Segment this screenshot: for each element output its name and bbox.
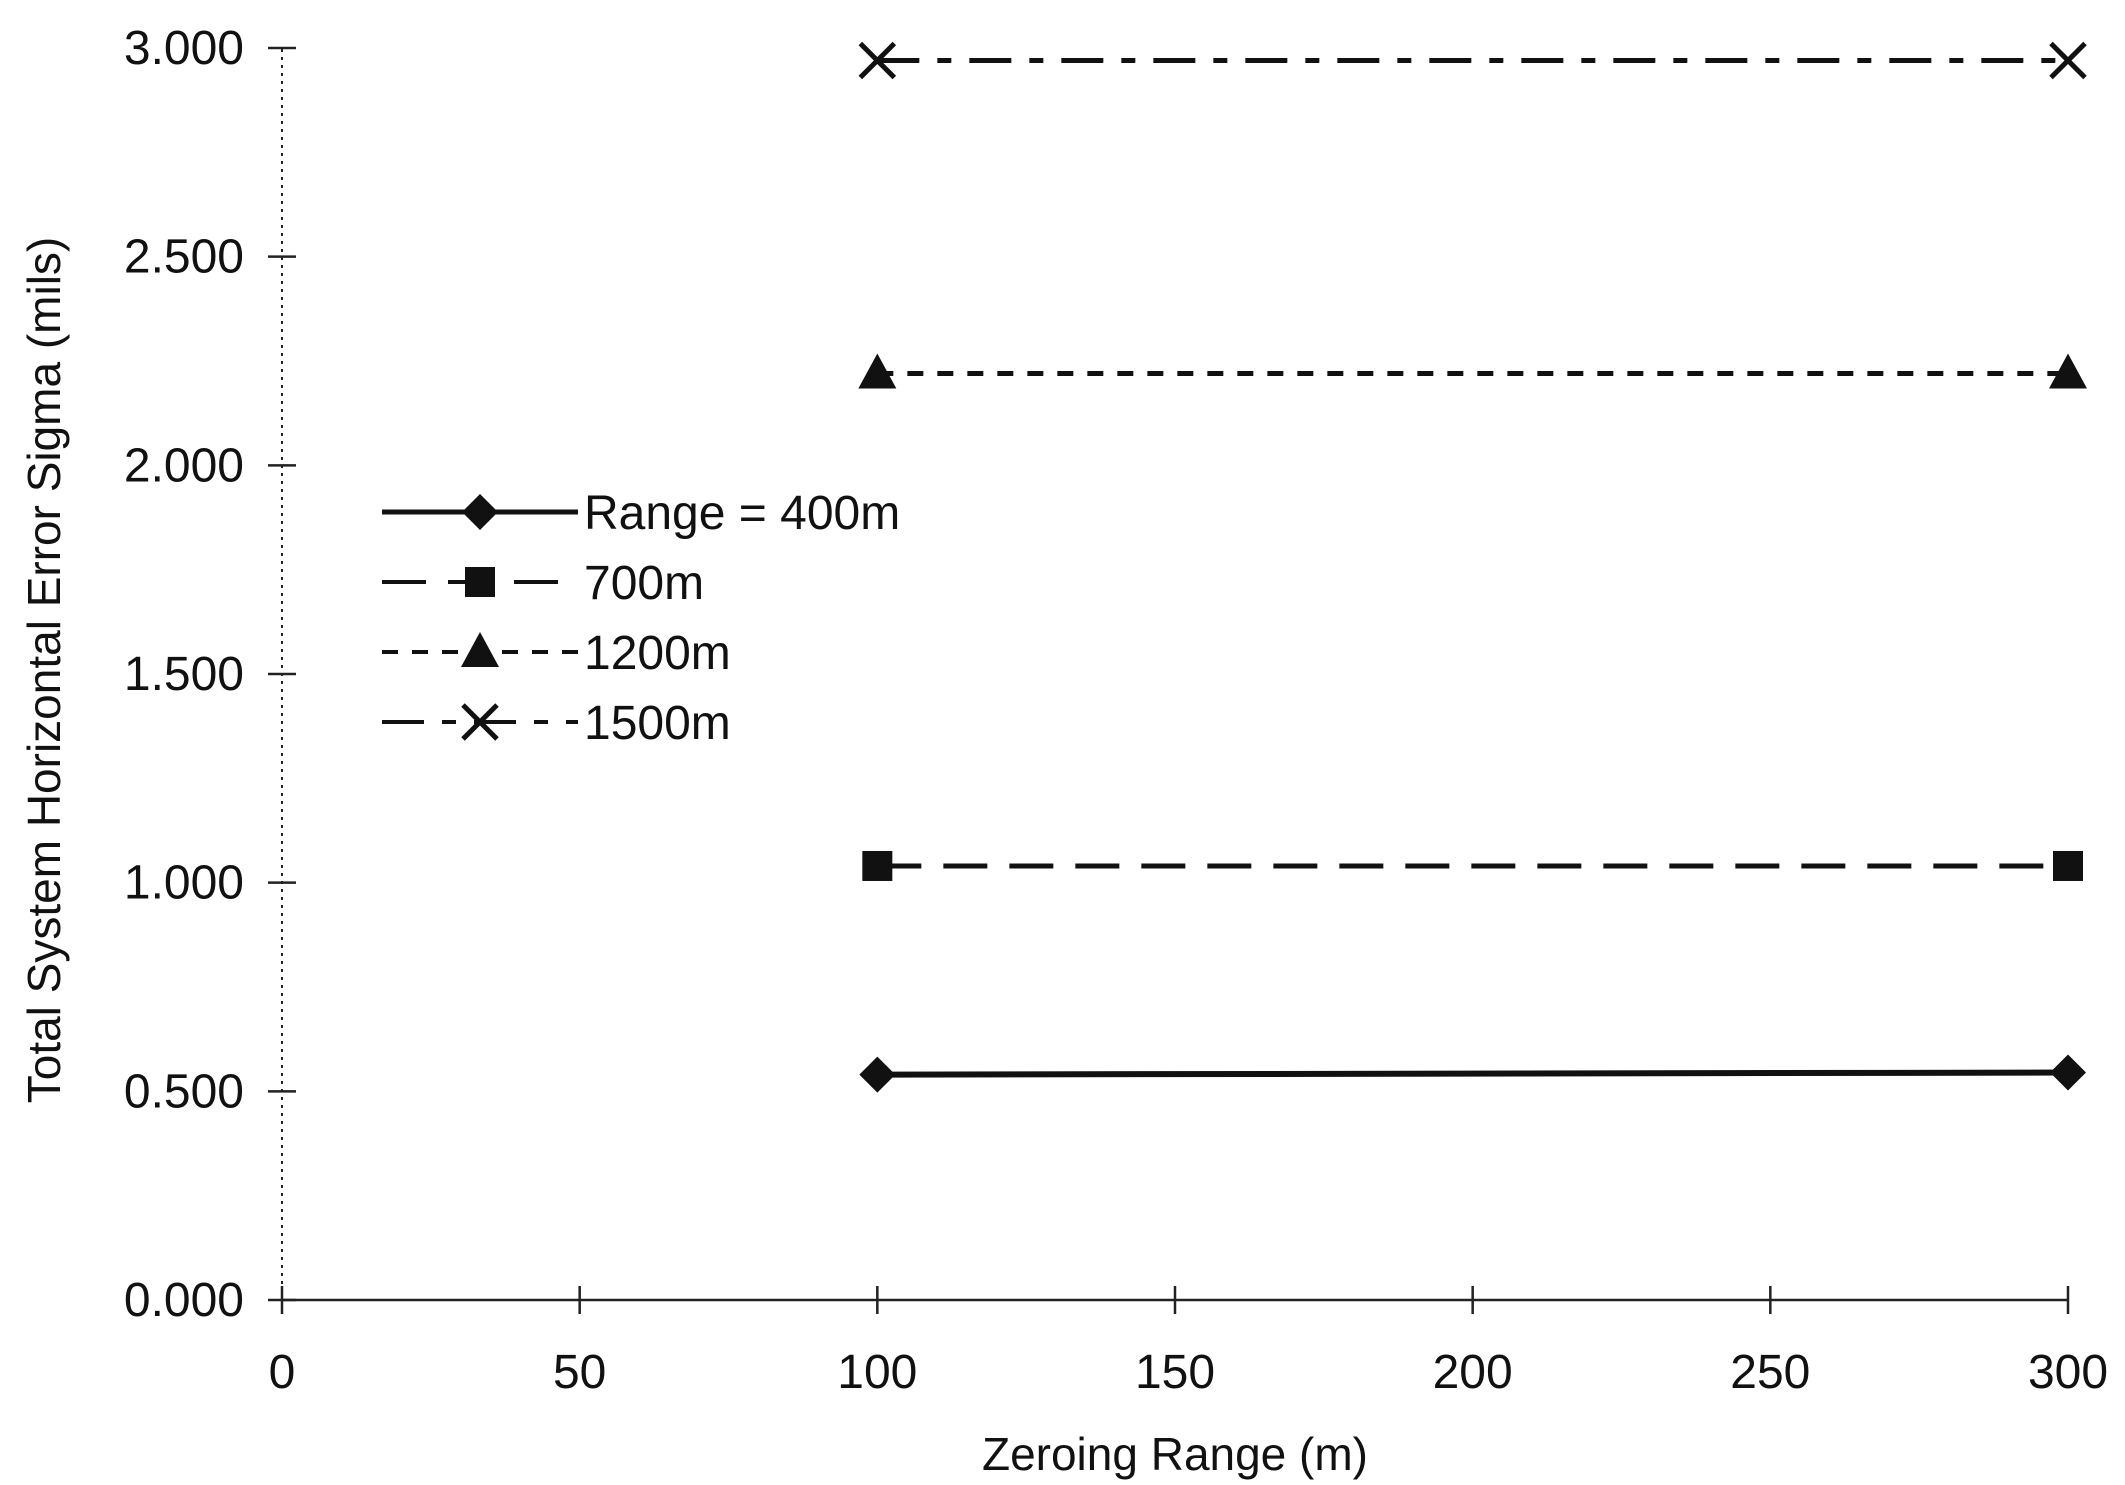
data-point [2049, 41, 2087, 80]
data-point [858, 353, 897, 389]
y-tick-label: 0.000 [124, 1274, 244, 1327]
legend-label: 1200m [584, 627, 731, 680]
legend-label: Range = 400m [584, 487, 900, 540]
legend-marker [461, 703, 499, 741]
x-tick-label: 100 [837, 1346, 917, 1399]
data-point [2053, 850, 2083, 881]
legend-marker [465, 567, 495, 597]
legend-entry: 1200m [382, 627, 731, 680]
x-tick-label: 0 [269, 1346, 296, 1399]
y-tick-label: 0.500 [124, 1065, 244, 1118]
legend-entry: 1500m [382, 697, 731, 750]
legend-entry: 700m [382, 557, 704, 610]
data-point [858, 41, 897, 80]
x-marker-stroke [858, 41, 897, 80]
x-marker-stroke [461, 703, 499, 741]
series-line [877, 1069, 2069, 1078]
legend-entry: Range = 400m [382, 487, 900, 540]
legend-label: 1500m [584, 697, 731, 750]
y-tick-label: 1.500 [124, 648, 244, 701]
y-axis-title: Total System Horizontal Error Sigma (mil… [18, 237, 70, 1104]
legend-marker [461, 632, 499, 667]
x-tick-label: 250 [1730, 1346, 1810, 1399]
data-point [2049, 353, 2087, 389]
y-tick-label: 2.500 [124, 231, 244, 284]
series-layer [858, 41, 2087, 1093]
x-tick-label: 200 [1433, 1346, 1513, 1399]
x-tick-label: 50 [553, 1346, 606, 1399]
series-4 [858, 41, 2087, 80]
series-3 [858, 353, 2087, 389]
legend: Range = 400m 700m 1200m 1500m [382, 487, 900, 750]
y-tick-label: 1.000 [124, 857, 244, 910]
data-point [2050, 1054, 2086, 1091]
y-tick-label: 2.000 [124, 439, 244, 492]
y-tick-label: 3.000 [124, 22, 244, 75]
x-tick-label: 150 [1135, 1346, 1215, 1399]
x-tick-label: 300 [2028, 1346, 2108, 1399]
axes: 0.000 0.500 1.000 1.500 2.000 2.500 3.000 0 50 10… [124, 22, 2108, 1399]
legend-label: 700m [584, 557, 704, 610]
series-1 [859, 1054, 2086, 1093]
legend-marker [462, 494, 498, 530]
x-marker-stroke [2049, 41, 2087, 80]
series-2 [862, 850, 2083, 881]
data-point [862, 850, 893, 881]
data-point [859, 1056, 896, 1093]
x-axis-title: Zeroing Range (m) [982, 1428, 1368, 1480]
